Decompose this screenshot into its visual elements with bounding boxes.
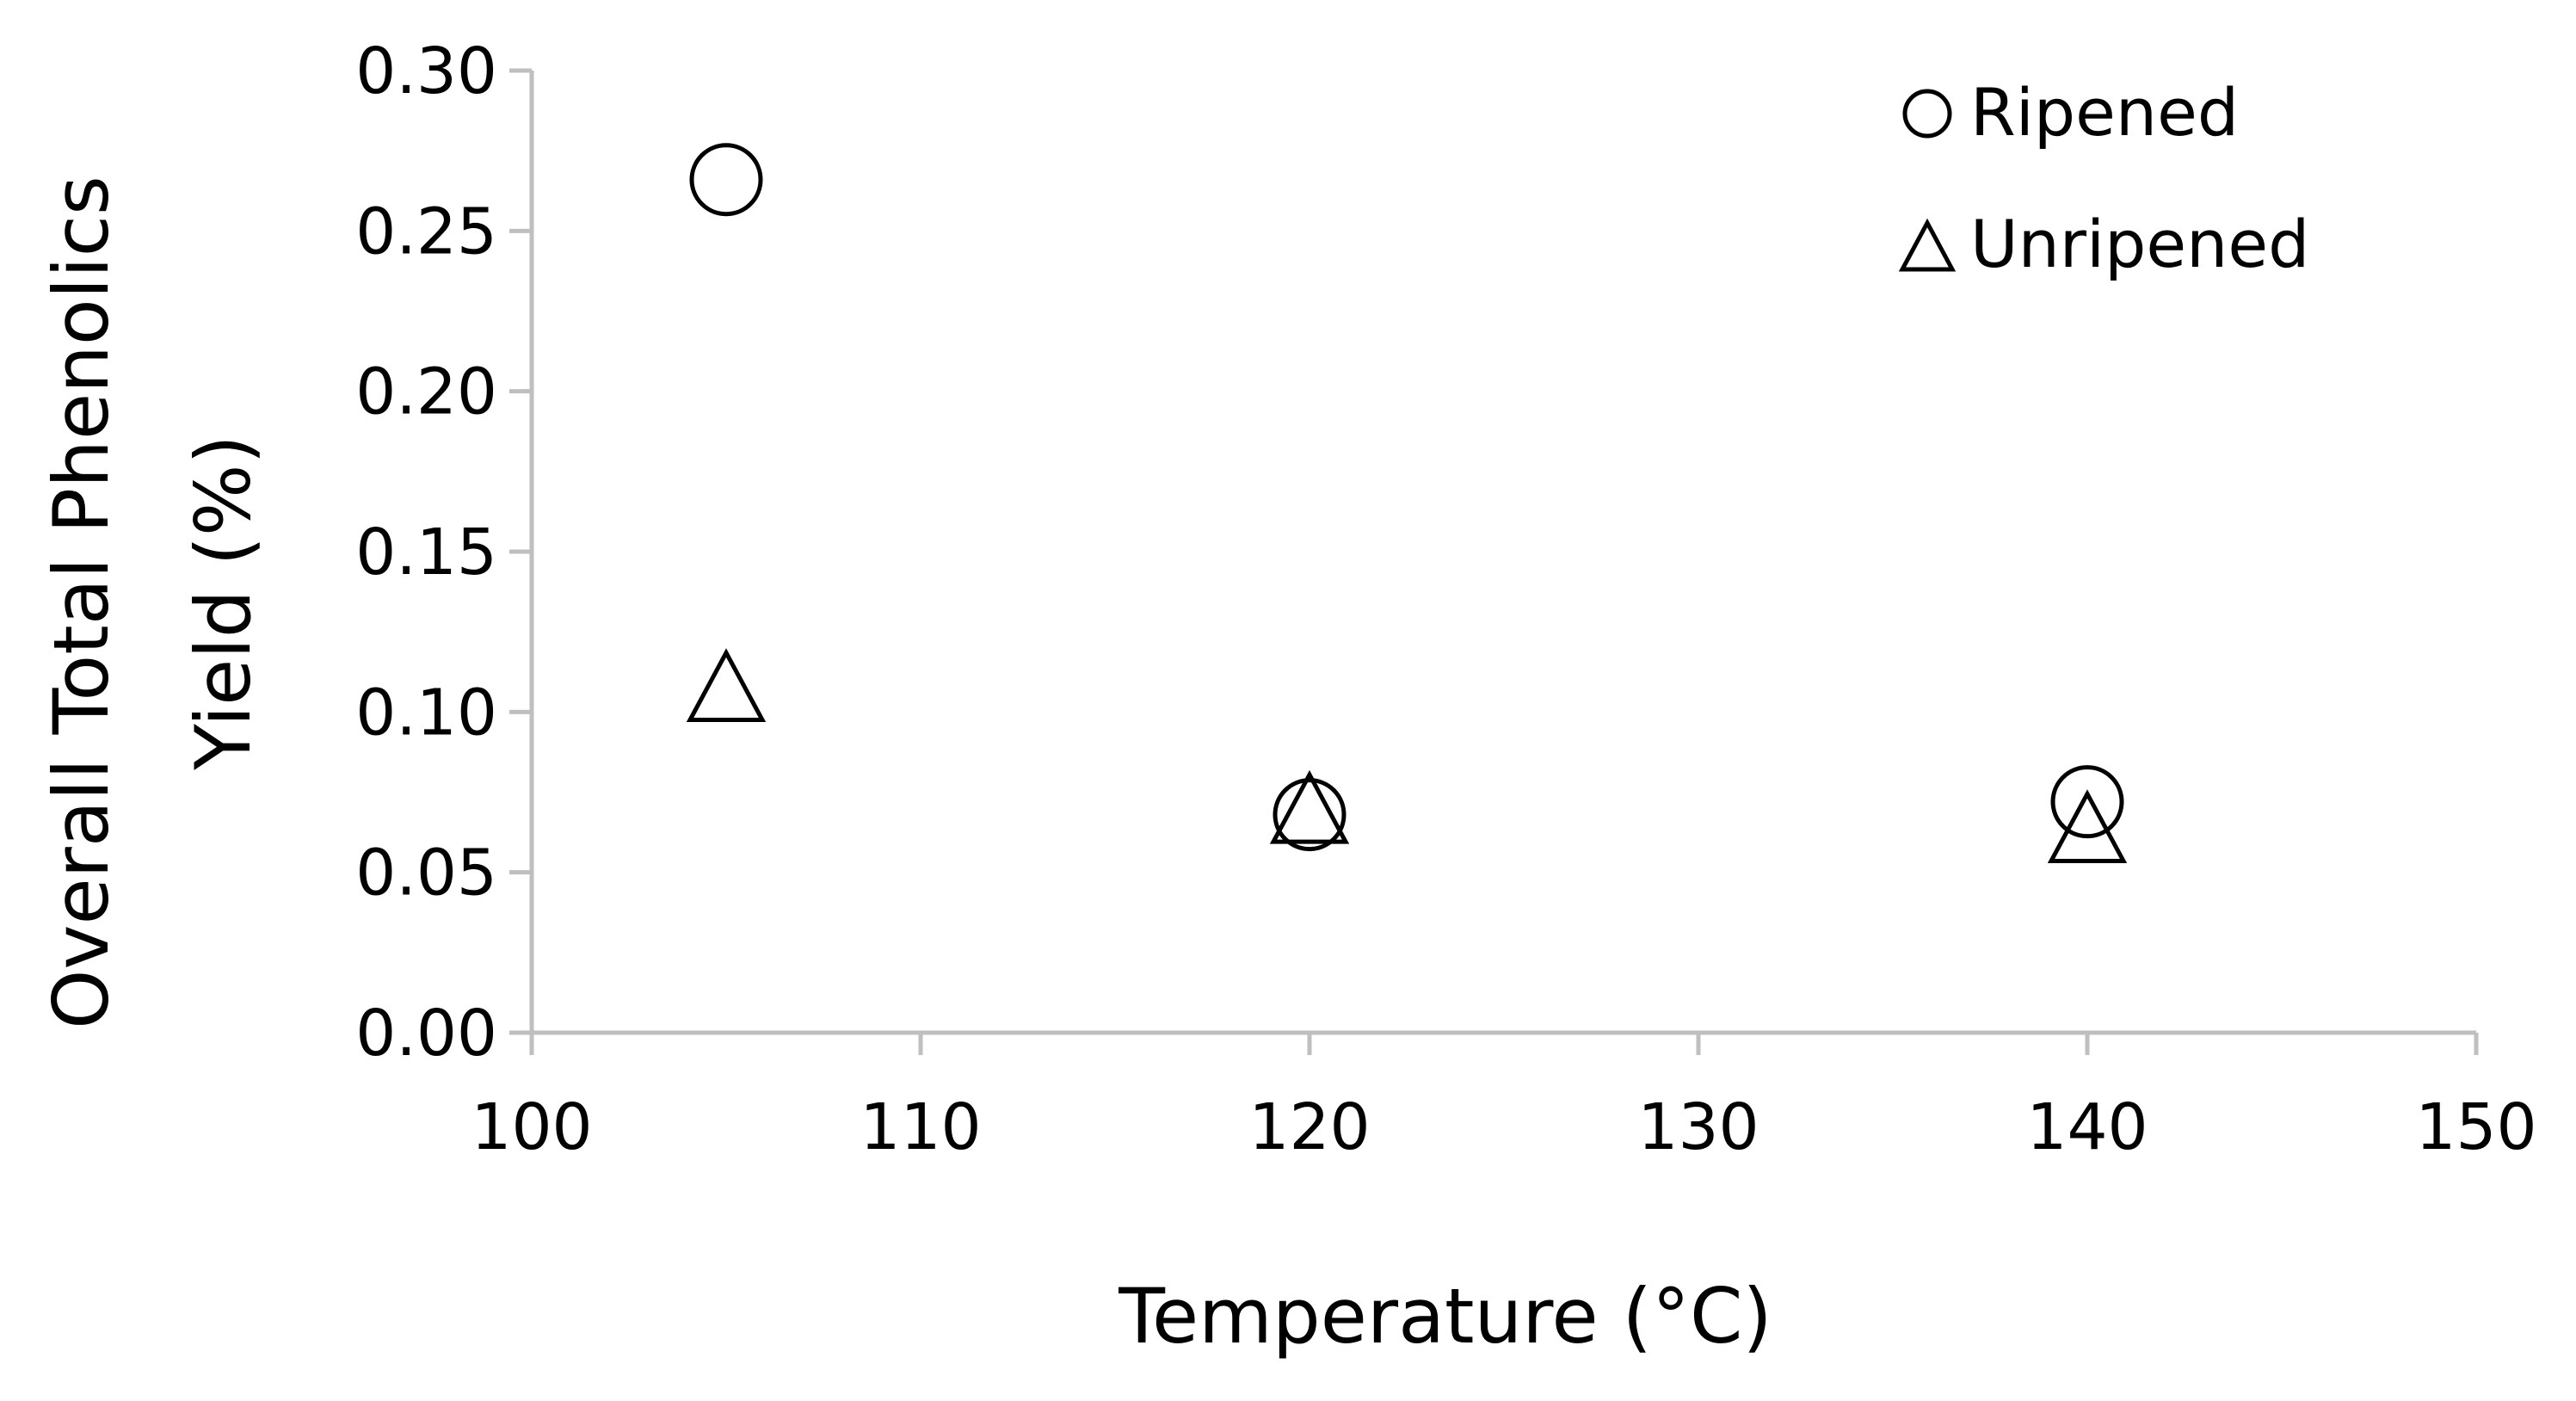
unripened-point [1269,769,1350,844]
x-tick-label: 130 [1637,1090,1759,1164]
ripened-point [1273,778,1347,852]
x-tick-label: 120 [1248,1090,1370,1164]
y-tick-label: 0.20 [355,355,497,429]
x-tick-label: 150 [2415,1090,2536,1164]
legend-triangle-marker [1898,218,1957,272]
ripened-point [689,143,763,217]
legend-label-ripened: Ripened [1970,74,2239,151]
unripened-point [2047,789,2128,863]
y-tick-label: 0.10 [355,676,497,750]
legend: Ripened Unripened [1898,74,2309,282]
legend-item-ripened: Ripened [1902,74,2239,151]
x-tick-label: 140 [2026,1090,2148,1164]
y-axis-title-line-1: Overall Total Phenolics [37,176,126,1029]
x-axis-ticks: 100 110 120 130 140 150 [471,1033,2537,1164]
x-axis-title: Temperature (°C) [1118,1272,1772,1361]
legend-circle-marker [1902,89,1952,139]
unripened-point [686,648,767,723]
y-tick-label: 0.05 [355,836,497,910]
y-axis-ticks: 0.00 0.05 0.10 0.15 0.20 0.25 0.30 [355,34,532,1071]
x-tick-label: 110 [860,1090,981,1164]
y-tick-label: 0.25 [355,194,497,268]
ripened-point [2050,765,2124,839]
y-axis-title-line-2: Yield (%) [179,435,268,771]
legend-item-unripened: Unripened [1898,206,2309,282]
y-axis-title: Overall Total Phenolics Yield (%) [37,176,268,1029]
y-tick-label: 0.00 [355,997,497,1071]
data-points [686,143,2128,863]
y-tick-label: 0.30 [355,34,497,108]
legend-label-unripened: Unripened [1970,206,2309,282]
y-tick-label: 0.15 [355,515,497,589]
x-tick-label: 100 [471,1090,592,1164]
